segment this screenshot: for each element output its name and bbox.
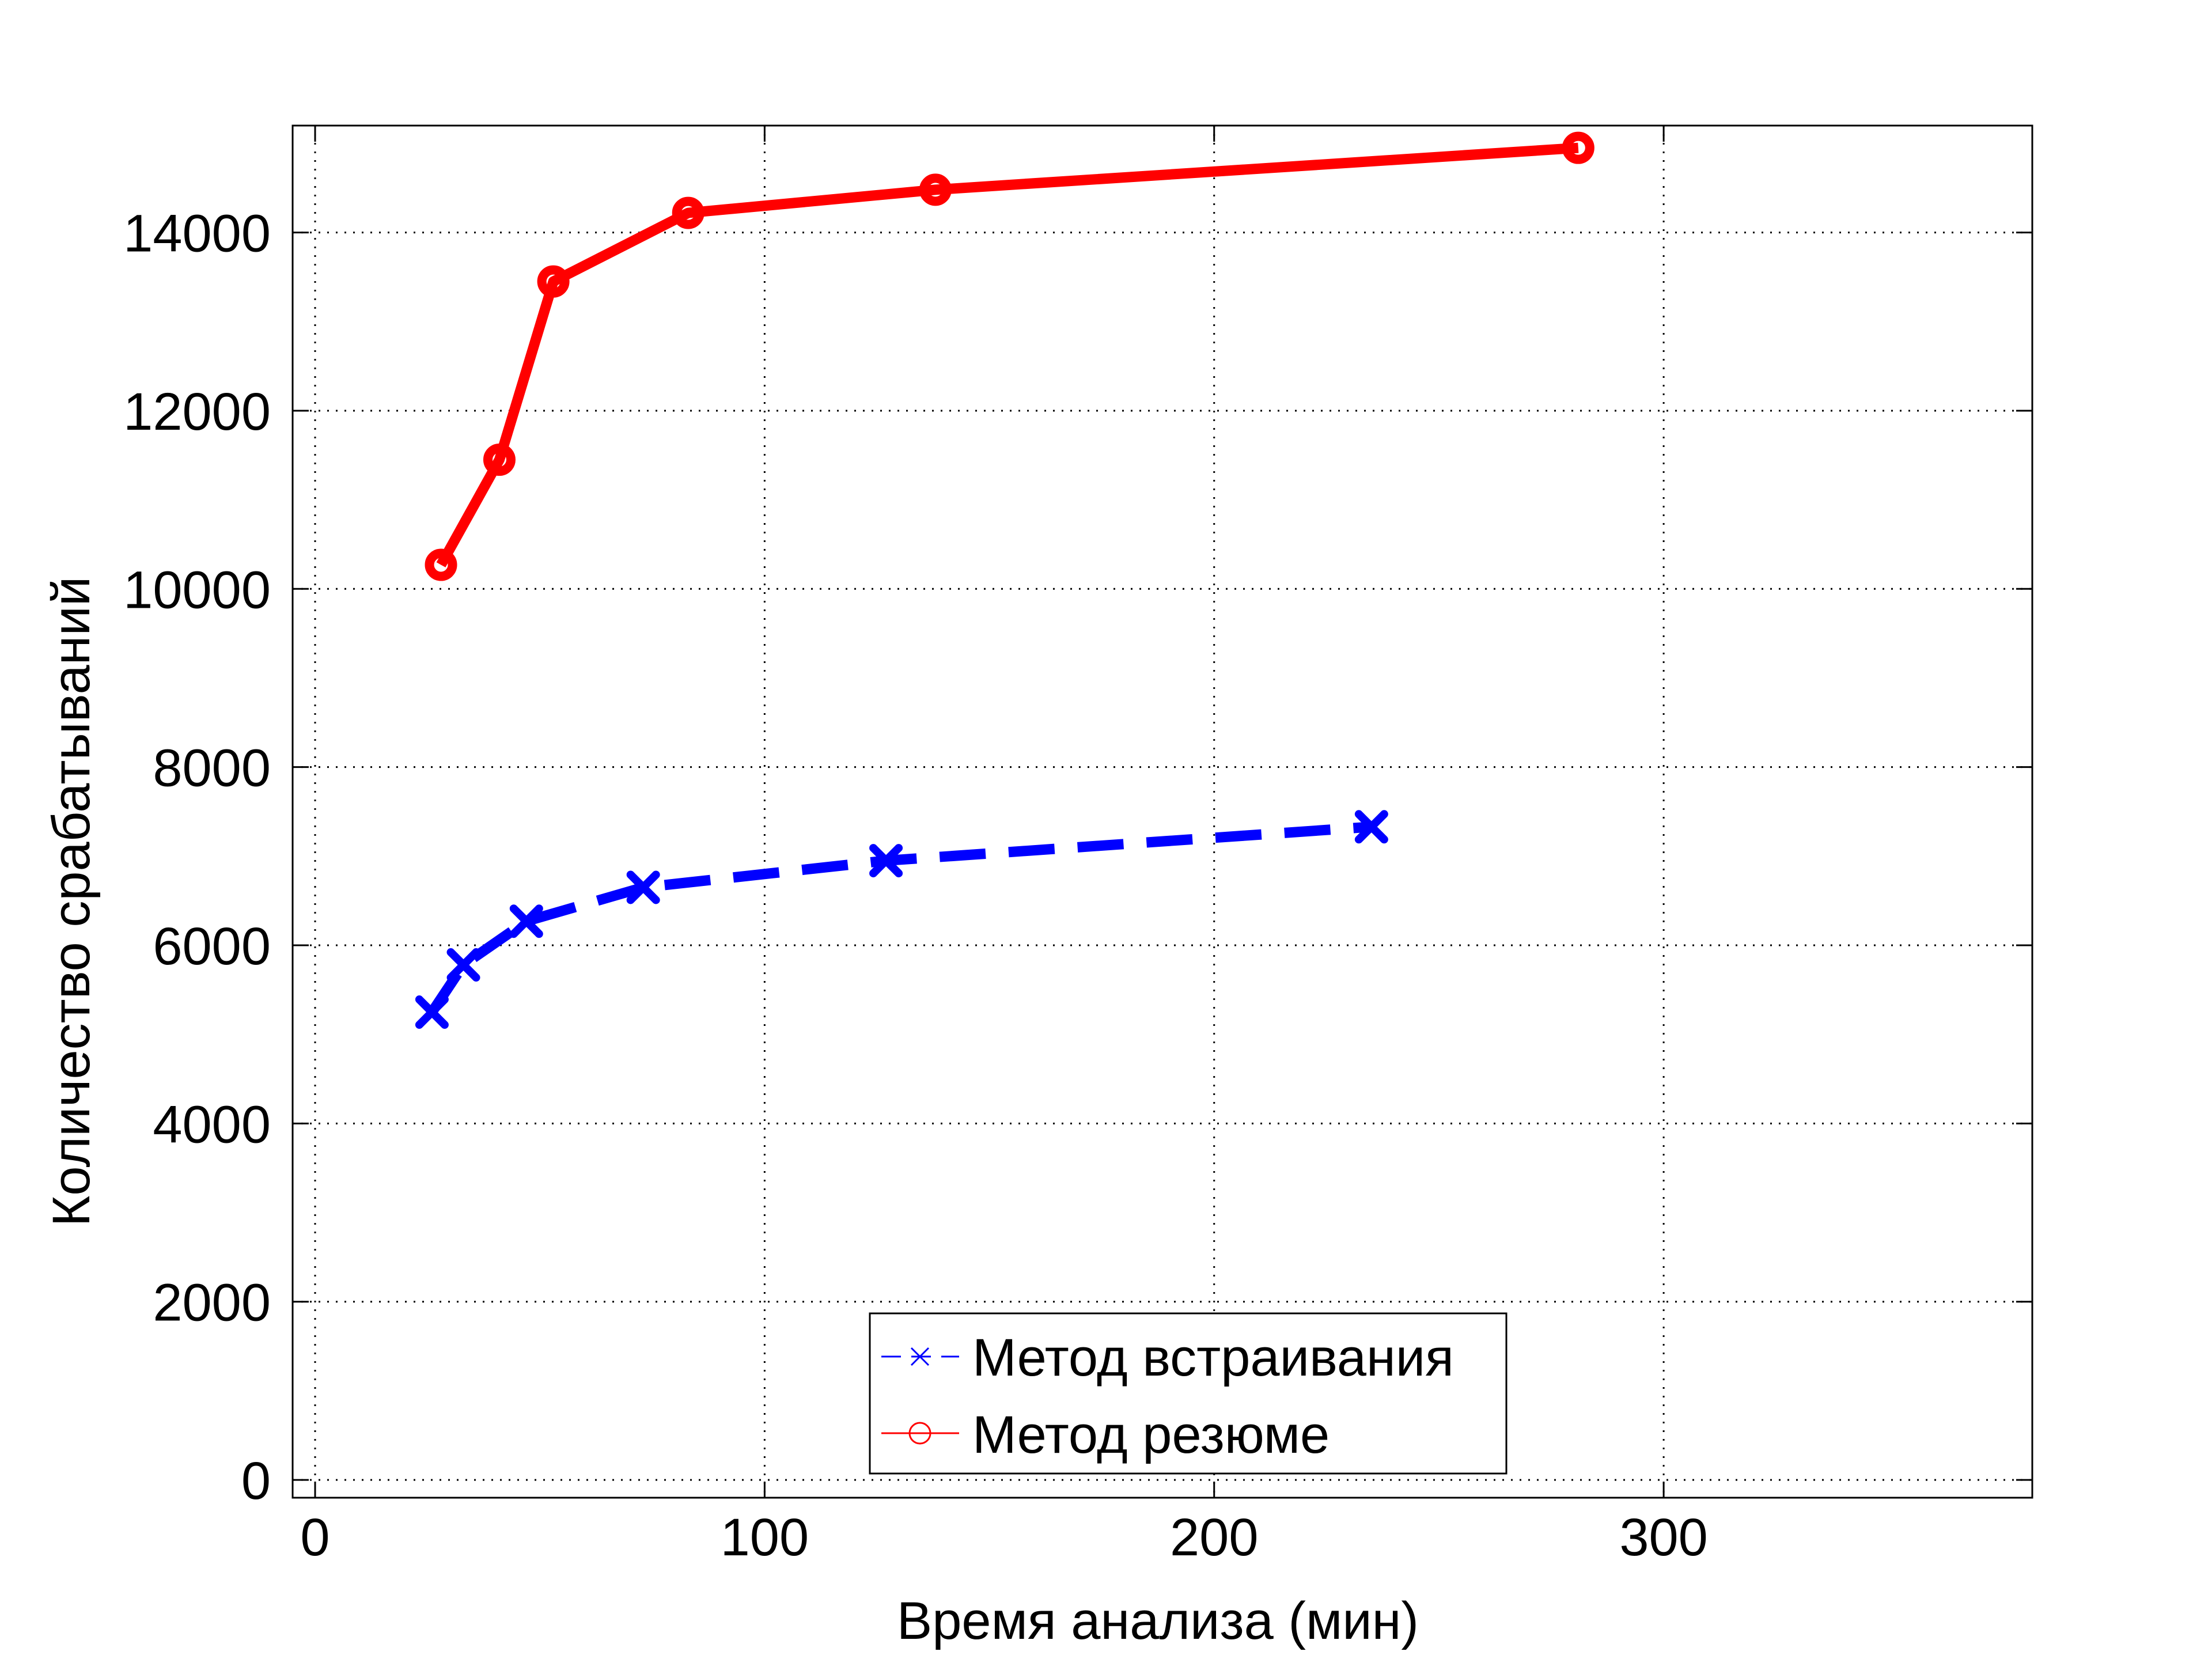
legend-box xyxy=(869,1312,1508,1475)
x-marker-stroke xyxy=(415,995,449,1029)
data-point-0 xyxy=(446,948,480,982)
series-layer xyxy=(415,131,1594,1029)
data-point-1 xyxy=(483,444,516,476)
y-ticks: 0 2000 4000 6000 8000 10000 12000 14000 xyxy=(123,204,2032,1510)
y-tick-label: 0 xyxy=(241,1452,271,1510)
data-point-0 xyxy=(509,904,543,938)
legend-entry-embedding: Метод встраивания xyxy=(881,1328,1454,1387)
plot-frame xyxy=(291,124,2033,1499)
x-ticks: 0 100 200 300 xyxy=(300,126,1708,1567)
series-0 xyxy=(415,810,1388,1029)
x-marker-stroke xyxy=(626,870,660,904)
legend-label-summary: Метод резюме xyxy=(972,1406,1330,1464)
x-axis-label: Время анализа (мин) xyxy=(897,1592,1419,1650)
data-point-1 xyxy=(672,196,704,229)
x-tick-label: 300 xyxy=(1619,1508,1708,1567)
y-tick-label: 8000 xyxy=(153,739,271,798)
legend: Метод встраивания Метод резюме xyxy=(869,1312,1508,1475)
legend-label-embedding: Метод встраивания xyxy=(972,1328,1454,1387)
legend-marker-x-icon xyxy=(910,1347,930,1366)
y-tick-label: 12000 xyxy=(123,382,271,441)
data-point-0 xyxy=(869,844,903,878)
data-point-0 xyxy=(415,995,449,1029)
series-1 xyxy=(425,131,1594,581)
x-marker-stroke xyxy=(446,948,480,982)
x-tick-label: 0 xyxy=(300,1508,329,1567)
x-marker-stroke xyxy=(1354,810,1388,844)
data-point-1 xyxy=(537,265,570,298)
x-tick-label: 200 xyxy=(1170,1508,1259,1567)
data-point-0 xyxy=(626,870,660,904)
axes-box xyxy=(291,124,2033,1499)
data-point-1 xyxy=(425,548,457,581)
data-point-1 xyxy=(919,173,952,206)
x-marker-stroke xyxy=(869,844,903,878)
series-line-1 xyxy=(436,142,1579,567)
y-tick-label: 10000 xyxy=(123,560,271,619)
data-point-1 xyxy=(1562,131,1594,164)
y-tick-label: 2000 xyxy=(153,1274,271,1332)
y-tick-label: 6000 xyxy=(153,917,271,976)
data-point-0 xyxy=(1354,810,1388,844)
y-tick-label: 14000 xyxy=(123,204,271,263)
legend-marker-circle-icon xyxy=(908,1422,931,1445)
x-marker-stroke xyxy=(509,904,543,938)
legend-entry-summary: Метод резюме xyxy=(881,1406,1330,1464)
series-line-0 xyxy=(427,821,1372,1016)
x-tick-label: 100 xyxy=(721,1508,809,1567)
y-axis-label: Количество срабатываний xyxy=(42,577,101,1227)
y-tick-label: 4000 xyxy=(153,1095,271,1154)
